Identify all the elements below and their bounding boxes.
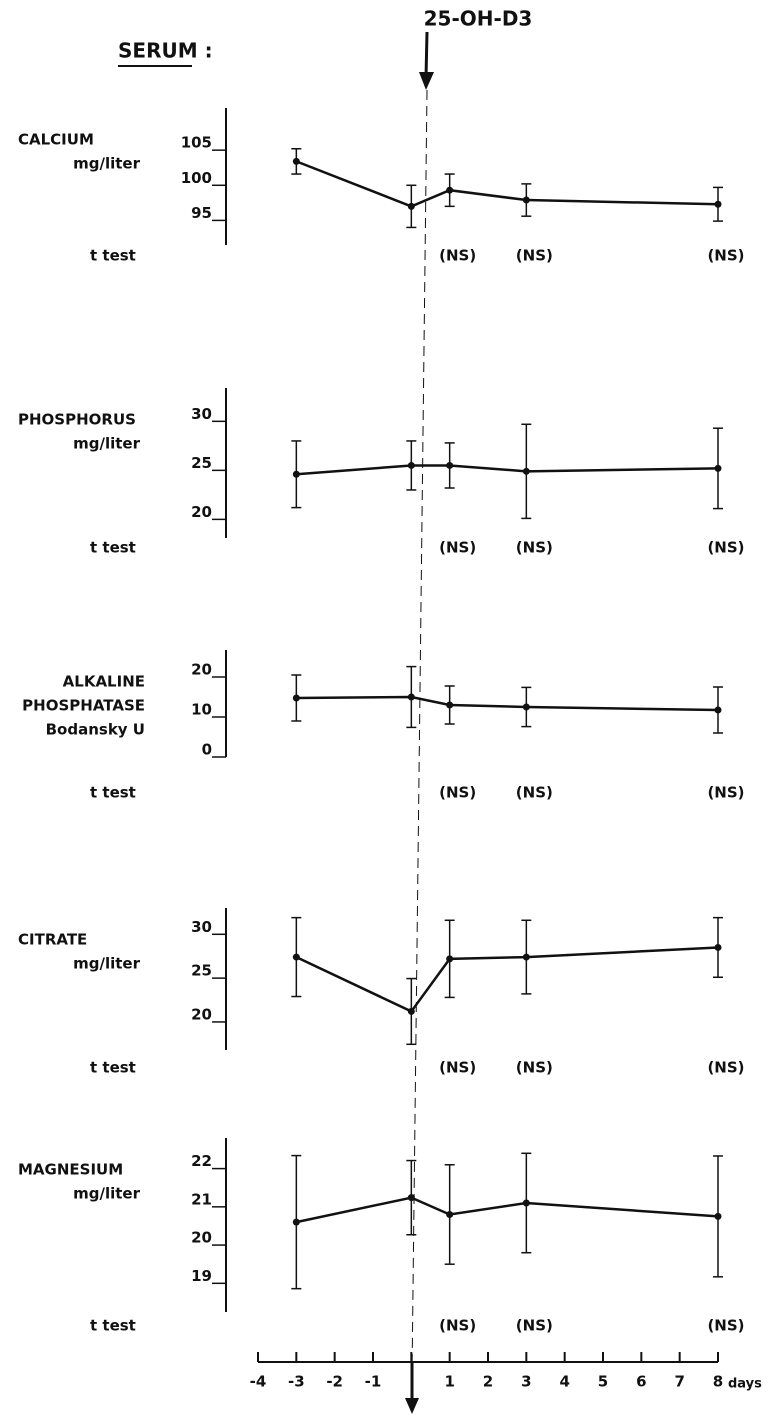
significance-label: (NS): [439, 1059, 476, 1077]
significance-label: (NS): [707, 784, 744, 802]
data-point: [292, 1218, 300, 1226]
test-label: t test: [90, 247, 136, 265]
y-tick-label: 22: [191, 1152, 212, 1170]
test-label: t test: [90, 784, 136, 802]
x-tick-label: 7: [674, 1373, 684, 1391]
panel-label: Bodansky U: [46, 721, 145, 739]
x-tick-label: -4: [250, 1373, 267, 1391]
data-point: [522, 703, 530, 711]
data-point: [292, 157, 300, 165]
event-line: [411, 89, 428, 1376]
significance-label: (NS): [439, 784, 476, 802]
x-tick-label: -3: [288, 1373, 305, 1391]
panel-label: mg/liter: [73, 435, 140, 453]
test-label: t test: [90, 1317, 136, 1335]
y-tick-label: 20: [191, 661, 212, 679]
series-line: [296, 1196, 719, 1224]
significance-label: (NS): [707, 247, 744, 265]
data-point: [407, 1007, 415, 1015]
test-label: t test: [90, 1059, 136, 1077]
y-tick-label: 21: [191, 1190, 212, 1208]
x-tick-label: 3: [521, 1373, 531, 1391]
y-tick-label: 100: [181, 169, 212, 187]
chart-title: SERUM :: [118, 39, 213, 63]
data-point: [292, 470, 300, 478]
significance-label: (NS): [516, 247, 553, 265]
y-tick-label: 20: [191, 1229, 212, 1247]
series-line: [295, 946, 719, 1014]
data-point: [714, 706, 722, 714]
data-point: [714, 943, 722, 951]
panel-label: CALCIUM: [18, 131, 94, 149]
data-point: [522, 1199, 530, 1207]
y-tick-label: 105: [181, 134, 212, 152]
data-point: [407, 461, 415, 469]
data-point: [446, 701, 454, 709]
data-point: [292, 953, 300, 961]
significance-label: (NS): [707, 1317, 744, 1335]
panel-label: CITRATE: [18, 931, 87, 949]
arrow-head: [405, 1398, 419, 1414]
y-tick-label: 19: [191, 1267, 212, 1285]
data-point: [407, 202, 415, 210]
x-tick-label: 5: [598, 1373, 608, 1391]
significance-label: (NS): [707, 1059, 744, 1077]
panel-label: PHOSPHORUS: [18, 411, 136, 429]
x-tick-label: -1: [365, 1373, 382, 1391]
significance-label: (NS): [439, 539, 476, 557]
data-point: [292, 694, 300, 702]
y-tick-label: 20: [191, 1005, 212, 1023]
significance-label: (NS): [439, 247, 476, 265]
panel-label: MAGNESIUM: [18, 1161, 123, 1179]
series-line: [296, 464, 719, 476]
panel-label: mg/liter: [73, 1185, 140, 1203]
x-axis-label: days: [728, 1377, 762, 1392]
annotation: 25-OH-D3: [424, 7, 533, 31]
x-tick-label: 8: [713, 1373, 723, 1391]
y-tick-label: 25: [191, 454, 212, 472]
series-line: [295, 160, 719, 208]
panel-label: PHOSPHATASE: [22, 697, 145, 715]
x-tick-label: 2: [483, 1373, 493, 1391]
y-tick-label: 95: [191, 204, 212, 222]
y-tick-label: 30: [191, 918, 212, 936]
significance-label: (NS): [439, 1317, 476, 1335]
x-tick-label: -2: [326, 1373, 343, 1391]
arrow-top: [424, 31, 429, 79]
data-point: [407, 1194, 415, 1202]
data-point: [407, 693, 415, 701]
panel-label: ALKALINE: [63, 673, 145, 691]
y-tick-label: 30: [191, 405, 212, 423]
y-tick-label: 25: [191, 962, 212, 980]
significance-label: (NS): [707, 539, 744, 557]
significance-label: (NS): [516, 1317, 553, 1335]
data-point: [446, 461, 454, 469]
y-tick-label: 0: [202, 741, 212, 759]
panel-label: mg/liter: [73, 955, 140, 973]
series-line: [296, 695, 719, 712]
data-point: [446, 186, 454, 194]
data-point: [522, 467, 530, 475]
x-tick-label: 6: [636, 1373, 646, 1391]
data-point: [446, 955, 454, 963]
y-tick-label: 20: [191, 503, 212, 521]
y-tick-label: 10: [191, 701, 212, 719]
significance-label: (NS): [516, 539, 553, 557]
data-point: [714, 464, 722, 472]
data-point: [522, 953, 530, 961]
panel-label: mg/liter: [73, 155, 140, 173]
data-point: [714, 200, 722, 208]
significance-label: (NS): [516, 784, 553, 802]
x-tick-label: 1: [444, 1373, 454, 1391]
arrow-head: [419, 72, 434, 90]
data-point: [714, 1212, 722, 1220]
data-point: [522, 196, 530, 204]
test-label: t test: [90, 539, 136, 557]
data-point: [446, 1210, 454, 1218]
x-tick-label: 4: [559, 1373, 569, 1391]
significance-label: (NS): [516, 1059, 553, 1077]
